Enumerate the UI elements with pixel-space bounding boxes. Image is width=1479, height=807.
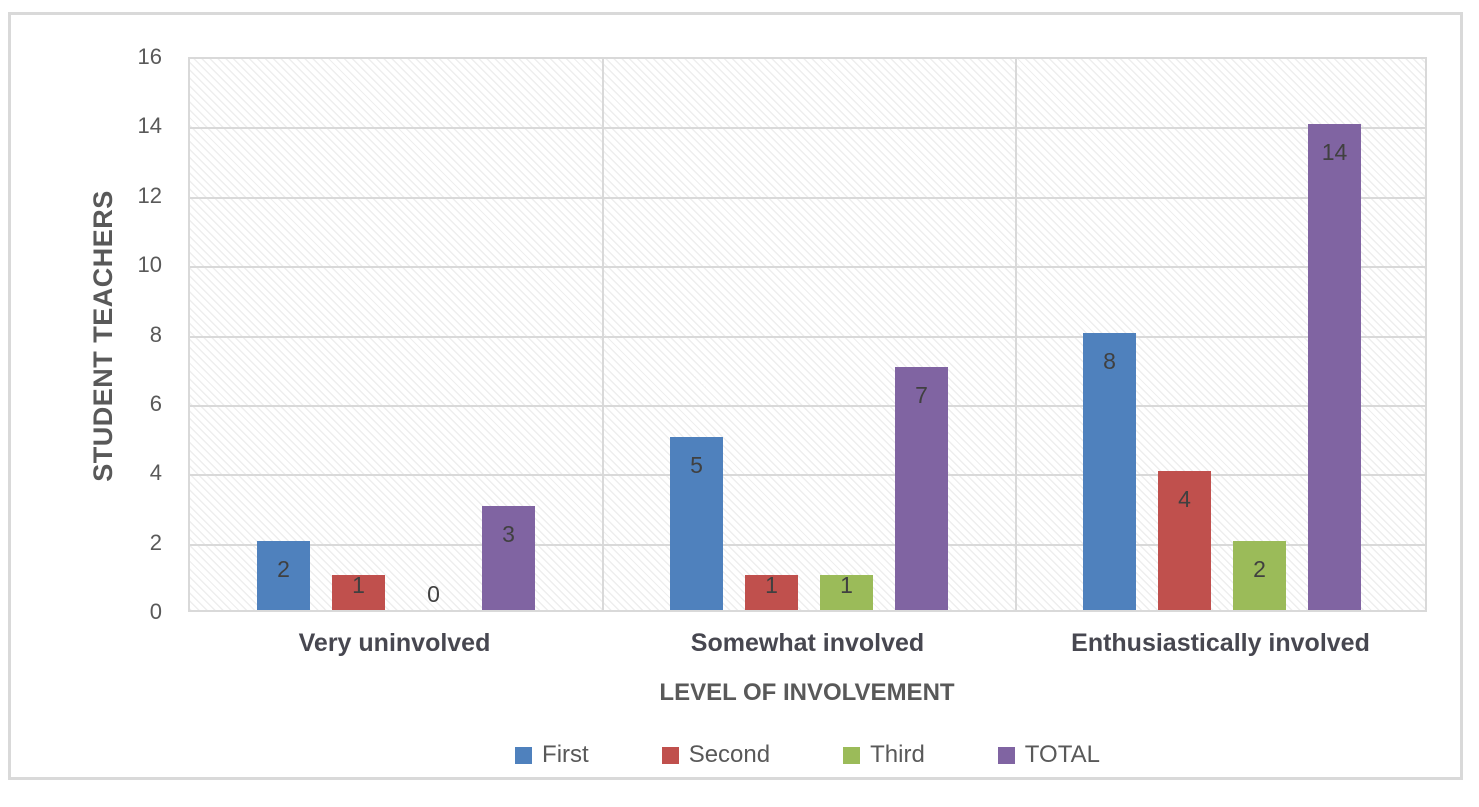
bar-value-label: 5 — [690, 451, 703, 478]
y-tick-label-6: 6 — [149, 390, 162, 416]
bar-second-1 — [745, 575, 798, 610]
bar-first-0 — [257, 540, 310, 610]
bar-total-1 — [895, 367, 948, 610]
legend-label: Second — [688, 741, 771, 768]
x-axis-title: LEVEL OF INVOLVEMENT — [659, 679, 955, 706]
legend-swatch-icon — [997, 746, 1015, 764]
gridline-y-2 — [190, 543, 1425, 546]
legend-label: First — [542, 741, 589, 768]
gridline-y-8 — [190, 335, 1425, 338]
x-category-label-1: Somewhat involved — [690, 629, 925, 657]
bar-total-0 — [482, 505, 535, 610]
bar-second-0 — [332, 575, 385, 610]
y-tick-label-12: 12 — [137, 182, 162, 208]
gridline-y-6 — [190, 404, 1425, 407]
bar-value-label: 8 — [1103, 347, 1116, 374]
legend-label: TOTAL — [1024, 741, 1100, 768]
legend: First Second Third TOTAL — [188, 738, 1427, 772]
gridline-y-14 — [190, 127, 1425, 130]
bar-value-label: 4 — [1178, 486, 1191, 513]
bar-first-2 — [1083, 332, 1136, 610]
legend-label: Third — [870, 741, 925, 768]
bar-value-label: 3 — [502, 520, 515, 547]
y-tick-label-0: 0 — [149, 599, 162, 624]
x-category-label-2: Enthusiastically involved — [1071, 629, 1370, 657]
bar-value-label: 1 — [840, 572, 853, 599]
bar-third-2 — [1233, 540, 1286, 610]
gridline-x-1 — [602, 59, 604, 610]
legend-swatch-icon — [661, 746, 679, 764]
bar-value-label: 14 — [1321, 139, 1348, 166]
gridline-y-10 — [190, 266, 1425, 269]
bar-third-1 — [820, 575, 873, 610]
y-tick-label-4: 4 — [149, 460, 162, 486]
bar-first-1 — [670, 436, 723, 610]
legend-swatch-icon — [515, 746, 533, 764]
bar-value-label: 0 — [427, 581, 440, 607]
x-category-label-0: Very uninvolved — [298, 629, 491, 657]
bar-value-label: 1 — [352, 572, 365, 599]
bar-value-label: 2 — [1253, 555, 1266, 582]
legend-item-first: First — [515, 741, 589, 769]
gridline-x-2 — [1015, 59, 1017, 610]
bar-value-label: 2 — [277, 555, 290, 582]
legend-swatch-icon — [843, 746, 861, 764]
bar-value-label: 7 — [915, 382, 928, 409]
gridline-y-4 — [190, 474, 1425, 477]
bar-value-label: 1 — [765, 572, 778, 599]
legend-item-total: TOTAL — [997, 741, 1100, 769]
y-tick-label-10: 10 — [137, 252, 162, 278]
plot-area: 2 1 0 3 5 1 1 7 8 4 2 14 — [188, 57, 1427, 612]
y-tick-label-14: 14 — [137, 113, 162, 139]
bar-total-2 — [1308, 124, 1361, 610]
y-tick-label-8: 8 — [149, 321, 162, 347]
y-tick-label-2: 2 — [149, 529, 162, 555]
y-tick-label-16: 16 — [137, 44, 162, 69]
legend-item-third: Third — [843, 741, 925, 769]
gridline-y-12 — [190, 196, 1425, 199]
legend-item-second: Second — [661, 741, 771, 769]
bar-second-2 — [1158, 471, 1211, 610]
